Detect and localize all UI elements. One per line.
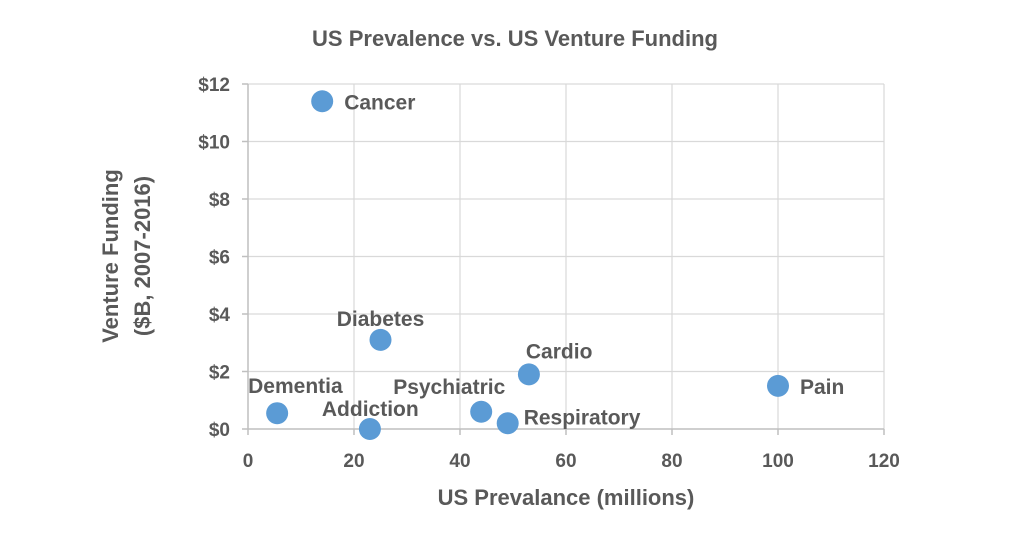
data-label-respiratory: Respiratory (524, 406, 641, 429)
y-tick-label: $2 (209, 363, 230, 384)
data-point-cancer (311, 90, 334, 113)
y-tick-label: $4 (209, 305, 231, 326)
data-label-cardio: Cardio (526, 340, 593, 363)
data-point-psychiatric (470, 400, 493, 423)
chart-title: US Prevalence vs. US Venture Funding (312, 26, 718, 51)
y-tick-label: $0 (209, 420, 230, 441)
data-label-pain: Pain (800, 376, 844, 399)
data-point-dementia (266, 402, 289, 425)
data-label-addiction: Addiction (322, 398, 419, 421)
y-tick-label: $10 (198, 133, 230, 154)
y-tick-label: $6 (209, 248, 230, 269)
data-label-diabetes: Diabetes (337, 308, 425, 331)
data-label-dementia: Dementia (248, 375, 343, 398)
x-tick-label: 40 (449, 451, 470, 472)
x-tick-label: 0 (243, 451, 254, 472)
x-axis-title: US Prevalance (millions) (438, 485, 695, 510)
data-point-pain (767, 374, 789, 397)
y-axis-ticks: $0 $2 $4 $6 $8 $10 $12 (198, 75, 248, 441)
x-tick-label: 60 (555, 451, 576, 472)
y-tick-label: $8 (209, 190, 230, 211)
data-label-cancer: Cancer (344, 91, 415, 114)
data-label-psychiatric: Psychiatric (393, 376, 505, 399)
data-point-addiction (358, 418, 381, 440)
data-point-cardio (517, 363, 540, 386)
data-points (266, 90, 789, 440)
x-tick-label: 100 (762, 451, 794, 472)
data-point-diabetes (369, 328, 392, 351)
y-tick-label: $12 (198, 75, 230, 96)
x-tick-label: 20 (343, 451, 364, 472)
y-axis-title-line-1: Venture Funding (98, 169, 123, 343)
x-tick-label: 120 (868, 451, 900, 472)
data-point-respiratory (496, 412, 519, 435)
grid (248, 83, 885, 429)
x-tick-label: 80 (661, 451, 682, 472)
data-labels: Cancer Diabetes Cardio Pain DementiaAddictio… (248, 91, 844, 429)
y-axis-title: Venture Funding ($B, 2007-2016) (98, 169, 155, 343)
x-axis-ticks: 0 20 40 60 80 100 120 (243, 429, 900, 472)
y-axis-title-line-2: ($B, 2007-2016) (130, 176, 155, 336)
